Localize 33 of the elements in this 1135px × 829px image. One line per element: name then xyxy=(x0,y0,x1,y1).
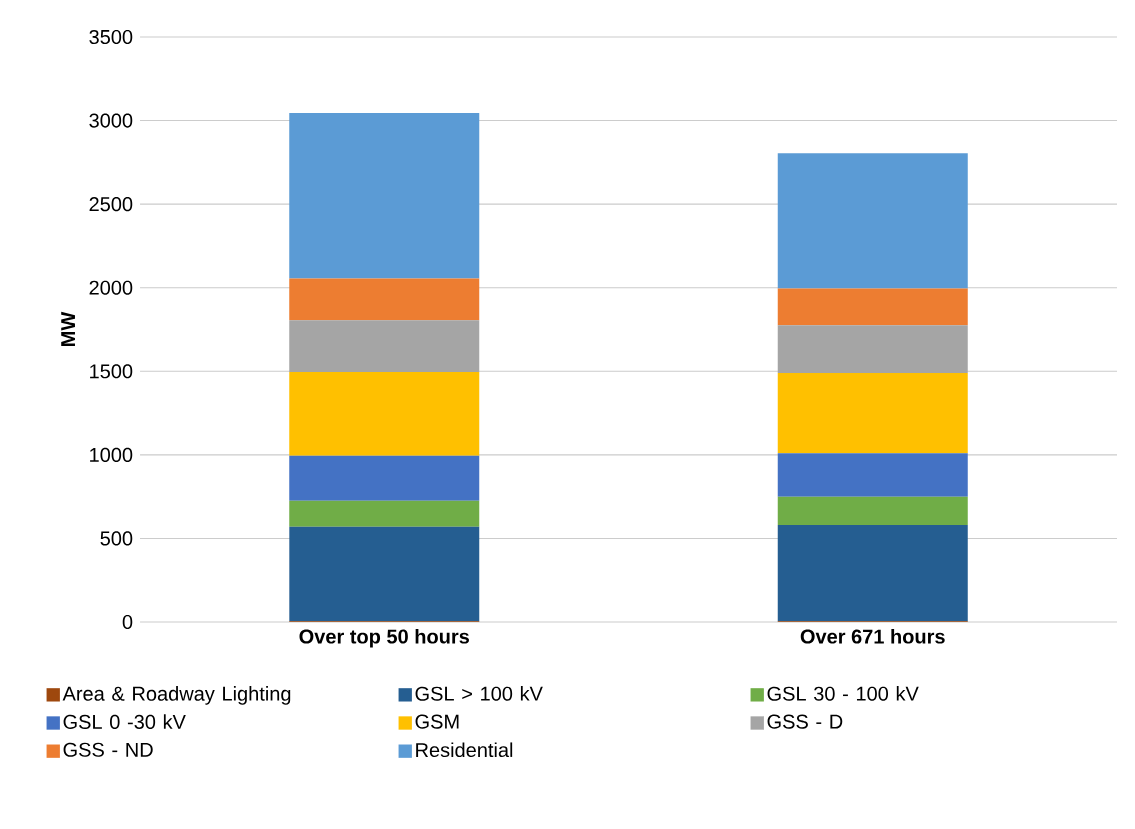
bar xyxy=(289,455,480,501)
legend-label: Residential xyxy=(416,742,513,758)
bar xyxy=(289,278,480,321)
bar xyxy=(777,288,968,326)
legend-label: GSS - D xyxy=(767,714,843,729)
bar xyxy=(777,453,968,497)
x-tick-label: Over top 50 hours xyxy=(299,628,469,648)
legend-label: GSL 0 -30 kV xyxy=(63,714,186,729)
y-tick-label: 2000 xyxy=(89,280,133,295)
bar xyxy=(777,372,968,454)
bar xyxy=(777,496,968,526)
y-tick-label: 1500 xyxy=(90,364,133,379)
legend-label: GSS - ND xyxy=(63,742,153,757)
y-axis-title: MW xyxy=(61,311,75,346)
y-tick-label: 0 xyxy=(122,614,133,630)
bar xyxy=(289,372,480,456)
x-tick-label: Over 671 hours xyxy=(800,628,945,644)
legend-label: GSL > 100 kV xyxy=(415,686,543,701)
bar xyxy=(289,500,480,527)
bar xyxy=(289,526,480,622)
bar xyxy=(289,320,480,373)
bar xyxy=(289,113,480,279)
legend-label: GSM xyxy=(415,714,459,729)
bar xyxy=(777,525,968,622)
legend-label: Area & Roadway Lighting xyxy=(62,686,291,705)
y-tick-label: 1000 xyxy=(90,447,133,462)
y-tick-label: 3500 xyxy=(89,29,133,45)
y-tick-label: 500 xyxy=(100,531,133,546)
y-tick-label: 3000 xyxy=(89,113,133,128)
bar xyxy=(777,325,968,373)
bar xyxy=(777,153,968,289)
y-tick-label: 2500 xyxy=(89,197,133,212)
legend-label: GSL 30 - 100 kV xyxy=(767,686,919,701)
